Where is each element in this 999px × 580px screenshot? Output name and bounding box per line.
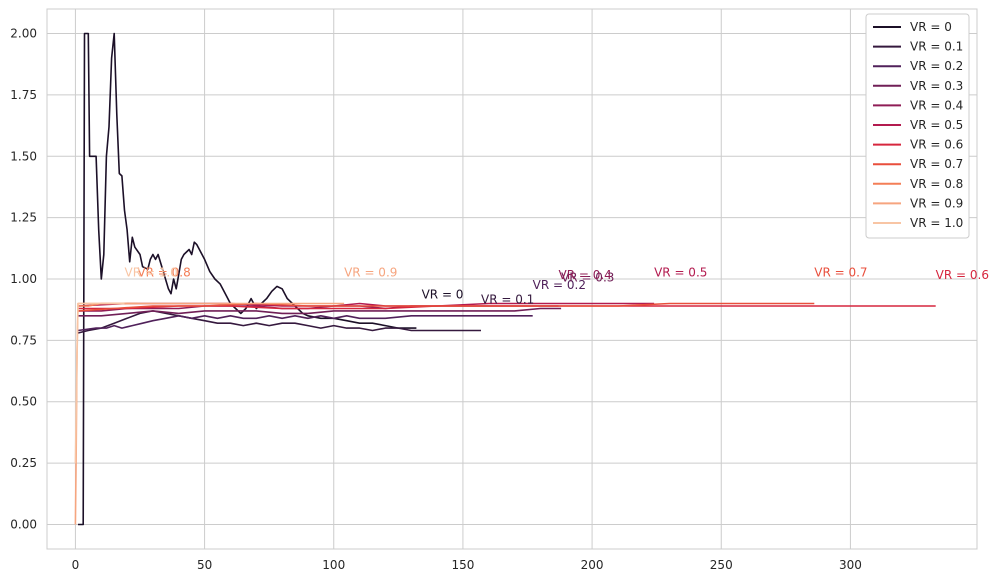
legend-label-10: VR = 1.0 [910,216,963,230]
series-end-label-5: VR = 0.5 [654,266,707,280]
y-tick-label: 0.50 [10,395,37,409]
series-end-label-1: VR = 0.1 [481,293,534,307]
legend-label-0: VR = 0 [910,20,952,34]
legend-label-1: VR = 0.1 [910,40,963,54]
y-tick-label: 2.00 [10,27,37,41]
series-end-label-0: VR = 0 [422,288,464,302]
series-line-0 [78,32,417,526]
x-tick-label: 50 [197,558,212,572]
legend-label-5: VR = 0.5 [910,118,963,132]
series-line-3 [78,307,562,317]
legend-label-2: VR = 0.2 [910,59,963,73]
y-tick-label: 1.25 [10,211,37,225]
y-tick-label: 1.50 [10,149,37,163]
legend-label-3: VR = 0.3 [910,79,963,93]
legend-label-4: VR = 0.4 [910,98,963,112]
y-axis-ticks: 0.00 0.25 0.50 0.75 1.00 1.25 1.50 1.75 2.00 [10,27,37,532]
legend-label-9: VR = 0.9 [910,196,963,210]
series-end-label-8: VR = 0.8 [137,266,190,280]
series-end-label-2: VR = 0.2 [533,278,586,292]
series-end-label-9: VR = 0.9 [344,266,397,280]
x-axis-ticks: 0 50 100 150 200 250 300 [72,558,862,572]
series-end-label-3: VR = 0.3 [561,270,614,284]
x-tick-label: 250 [710,558,733,572]
y-tick-label: 0.25 [10,456,37,470]
series-line-7 [77,302,815,312]
series-end-label-10: VR = 1.0 [125,266,178,280]
series-end-label-7: VR = 0.7 [814,266,867,280]
legend: VR = 0 VR = 0.1 VR = 0.2 VR = 0.3 VR = 0.4 VR… [865,13,970,239]
x-tick-label: 0 [72,558,80,572]
x-tick-label: 300 [839,558,862,572]
legend-box [865,13,970,239]
series-line-2 [77,315,533,332]
series-line-10 [74,302,125,464]
x-tick-label: 100 [322,558,345,572]
legend-label-6: VR = 0.6 [910,138,963,152]
series-end-label-4: VR = 0.4 [559,268,612,282]
legend-label-8: VR = 0.8 [910,177,963,191]
y-tick-label: 1.00 [10,272,37,286]
x-tick-label: 150 [451,558,474,572]
y-tick-label: 0.75 [10,333,37,347]
y-tick-label: 1.75 [10,88,37,102]
legend-label-7: VR = 0.7 [910,157,963,171]
y-tick-label: 0.00 [10,517,37,531]
series-line-1 [77,310,481,334]
x-tick-label: 200 [581,558,604,572]
series-layer [74,32,936,526]
end-labels: VR = 0 VR = 0.1VR = 0.2VR = 0.3VR = 0.4 VR… [125,266,989,307]
series-end-label-6: VR = 0.6 [936,268,989,282]
